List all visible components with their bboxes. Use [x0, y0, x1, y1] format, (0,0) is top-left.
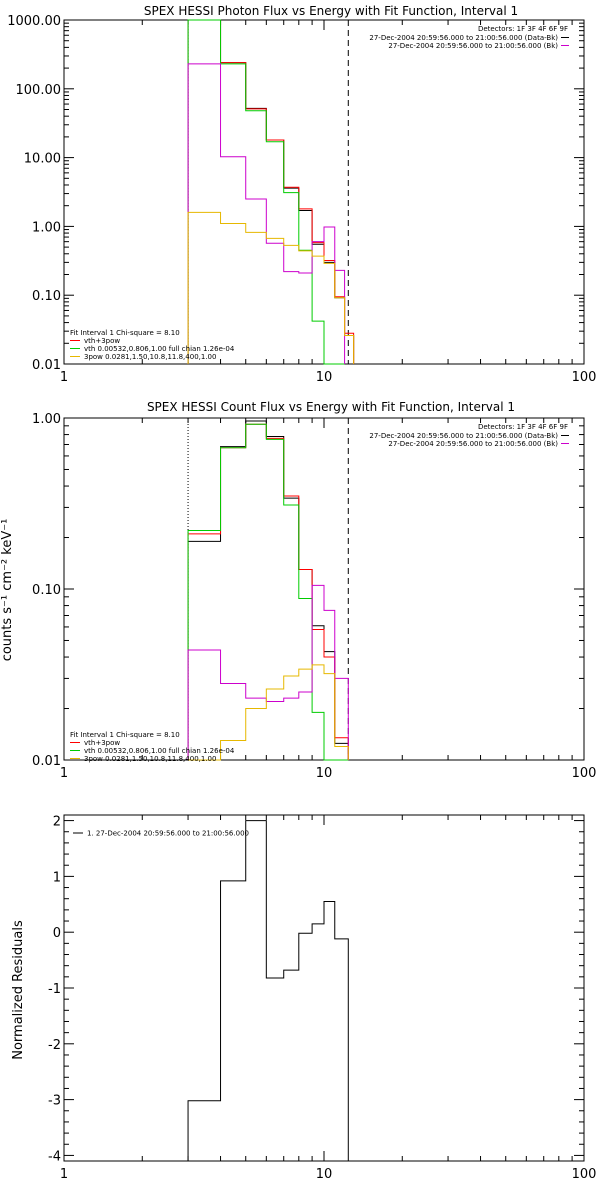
series-black-histogram [187, 820, 349, 1161]
count-flux-panel: SPEX HESSI Count Flux vs Energy with Fit… [0, 400, 596, 781]
y-tick-label: 1.00 [32, 412, 61, 427]
count-flux-legend-data: 27-Dec-2004 20:59:56.000 to 21:00:56.000… [369, 432, 558, 440]
x-tick-label: 100 [572, 1167, 597, 1182]
y-tick-label: 100.00 [16, 83, 62, 98]
photon-flux-fit-red: vth+3pow [84, 337, 120, 345]
photon-flux-legend-fit: Fit Interval 1 Chi-square = 8.10 vth+3po… [70, 329, 235, 361]
series-green-histogram [187, 423, 349, 761]
count-flux-y-axis-label: counts s⁻¹ cm⁻² keV⁻¹ [0, 519, 15, 662]
x-tick-label: 1 [60, 1167, 68, 1182]
photon-flux-fit-interval: Fit Interval 1 Chi-square = 8.10 [70, 329, 180, 337]
residuals-legend-text: 1. 27-Dec-2004 20:59:56.000 to 21:00:56.… [87, 830, 249, 838]
count-flux-fit-green: vth 0.00532,0.806,1.00 full chian 1.26e-… [84, 747, 235, 755]
photon-flux-detectors: Detectors: 1F 3F 4F 6F 9F [478, 25, 568, 33]
y-tick-label: -2 [48, 1038, 61, 1053]
residuals-series [187, 820, 349, 1161]
series-magenta-histogram [187, 584, 349, 760]
y-tick-label: -1 [48, 982, 61, 997]
photon-flux-legend-bk: 27-Dec-2004 20:59:56.000 to 21:00:56.000… [388, 42, 558, 50]
x-tick-label: 100 [572, 370, 597, 385]
y-tick-label: 1000.00 [7, 14, 61, 29]
count-flux-legend-fit: Fit Interval 1 Chi-square = 8.10 vth+3po… [70, 731, 235, 763]
count-flux-axes: 1 10 100 0.01 0.10 1.00 [32, 412, 596, 781]
count-flux-fit-yellow: 3pow 0.0281,1.50,10.8,11.8,400,1.00 [84, 755, 216, 763]
residuals-y-axis-label: Normalized Residuals [11, 920, 26, 1060]
series-green-histogram [187, 19, 345, 365]
x-tick-label: 1 [60, 766, 68, 781]
residuals-plot-frame [63, 814, 585, 1162]
count-flux-fit-interval: Fit Interval 1 Chi-square = 8.10 [70, 731, 180, 739]
series-yellow-histogram [187, 211, 355, 364]
photon-flux-panel: SPEX HESSI Photon Flux vs Energy with Fi… [7, 4, 596, 385]
series-black-histogram [187, 420, 349, 760]
series-black-histogram [187, 19, 355, 364]
x-tick-label: 10 [316, 1167, 333, 1182]
y-tick-label: -3 [48, 1094, 61, 1109]
count-flux-detectors: Detectors: 1F 3F 4F 6F 9F [478, 423, 568, 431]
residuals-legend: 1. 27-Dec-2004 20:59:56.000 to 21:00:56.… [73, 830, 249, 838]
y-tick-label: 1 [53, 870, 61, 885]
photon-flux-fit-green: vth 0.00532,0.806,1.00 full chian 1.26e-… [84, 345, 235, 353]
series-red-histogram [187, 19, 355, 364]
count-flux-title: SPEX HESSI Count Flux vs Energy with Fit… [147, 400, 515, 414]
y-tick-label: 0.10 [32, 289, 61, 304]
residuals-axes: 1 10 100 -4 -3 -2 -1 0 1 2 [48, 815, 596, 1182]
y-tick-label: 1.00 [32, 220, 61, 235]
y-tick-label: 0.01 [32, 754, 61, 769]
y-tick-label: 0.01 [32, 358, 61, 373]
count-flux-legend-top-right: Detectors: 1F 3F 4F 6F 9F 27-Dec-2004 20… [369, 423, 569, 448]
y-tick-label: 2 [53, 815, 61, 830]
count-flux-series [187, 420, 349, 761]
photon-flux-series [187, 19, 355, 365]
photon-flux-legend-top-right: Detectors: 1F 3F 4F 6F 9F 27-Dec-2004 20… [369, 25, 569, 50]
count-flux-legend-bk: 27-Dec-2004 20:59:56.000 to 21:00:56.000… [388, 440, 558, 448]
photon-flux-legend-data: 27-Dec-2004 20:59:56.000 to 21:00:56.000… [369, 34, 558, 42]
y-tick-label: -4 [48, 1149, 61, 1164]
y-tick-label: 10.00 [24, 152, 61, 167]
series-magenta-histogram [187, 63, 346, 364]
y-tick-label: 0.10 [32, 583, 61, 598]
photon-flux-plot-frame [63, 19, 585, 365]
y-tick-label: 0 [53, 926, 61, 941]
photon-flux-fit-yellow: 3pow 0.0281,1.50,10.8,11.8,400,1.00 [84, 353, 216, 361]
series-yellow-histogram [188, 664, 349, 761]
photon-flux-title: SPEX HESSI Photon Flux vs Energy with Fi… [144, 4, 518, 18]
count-flux-fit-red: vth+3pow [84, 739, 120, 747]
x-tick-label: 10 [316, 766, 333, 781]
x-tick-label: 10 [316, 370, 333, 385]
x-tick-label: 1 [60, 370, 68, 385]
residuals-panel: Normalized Residuals 1 10 100 -4 -3 -2 -1 0 1 2 1… [11, 814, 596, 1182]
x-tick-label: 100 [572, 766, 597, 781]
